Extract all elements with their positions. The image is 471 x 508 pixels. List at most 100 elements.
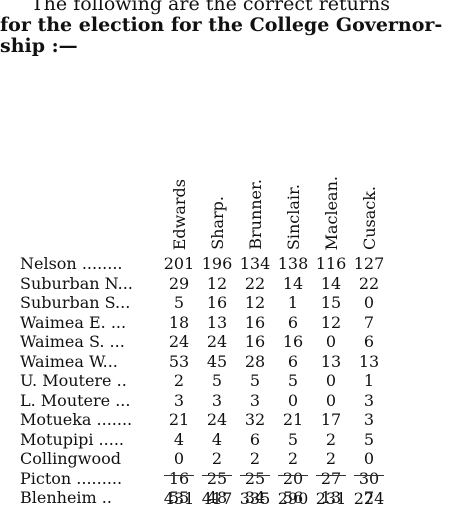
vote-count: 32 <box>244 410 266 429</box>
vote-count: 17 <box>320 410 342 429</box>
place-name: Collingwood <box>20 449 121 468</box>
vote-count: 201 <box>163 254 195 273</box>
place-name: Suburban N... <box>20 273 133 293</box>
vote-count: 0 <box>363 449 375 468</box>
vote-count: 134 <box>239 254 271 273</box>
vote-count: 14 <box>320 273 342 293</box>
vote-count: 53 <box>168 351 190 371</box>
vote-count: 29 <box>168 273 190 293</box>
place-name: Motueka ....... <box>20 410 133 429</box>
vote-count: 22 <box>244 273 266 293</box>
vote-count: 2 <box>287 449 299 468</box>
vote-count: 3 <box>363 410 375 429</box>
place-name: Waimea W... <box>20 351 118 371</box>
vote-count: 16 <box>168 468 190 488</box>
vote-count: 24 <box>206 332 228 351</box>
vote-count: 12 <box>206 273 228 293</box>
header-corner <box>20 84 160 254</box>
vote-count: 3 <box>363 390 375 410</box>
vote-count: 18 <box>168 312 190 332</box>
vote-count: 116 <box>315 254 347 273</box>
total-count: 231 <box>315 489 347 508</box>
table-row: Waimea W... 53 45 28 6 13 13 <box>20 352 388 372</box>
vote-count: 48 <box>206 488 228 507</box>
total-count: 224 <box>353 489 385 508</box>
vote-count: 5 <box>287 371 299 390</box>
candidate-header-row: Edwards Sharp. Brunner. Sinclair. Maclea… <box>20 84 388 254</box>
vote-count: 4 <box>173 429 185 449</box>
totals-row: 431 417 335 290 231 224 <box>160 489 388 508</box>
intro-paragraph: The following are the correct returns fo… <box>0 0 471 57</box>
vote-count: 13 <box>320 488 342 507</box>
table-row: U. Moutere .. 2 5 5 5 0 1 <box>20 371 388 391</box>
vote-count: 16 <box>244 332 266 351</box>
total-count: 431 <box>163 489 195 508</box>
table-row: Suburban N... 29 12 22 14 14 22 <box>20 274 388 294</box>
table-row: Waimea E. ... 18 13 16 6 12 7 <box>20 313 388 333</box>
table-row: Suburban S... 5 16 12 1 15 0 <box>20 293 388 313</box>
vote-count: 196 <box>201 254 233 273</box>
vote-count: 7 <box>363 312 375 332</box>
place-name: U. Moutere .. <box>20 371 127 390</box>
total-rule <box>316 475 346 476</box>
vote-count: 2 <box>211 449 223 468</box>
table-row: Collingwood 0 2 2 2 2 0 <box>20 449 388 469</box>
vote-count: 5 <box>249 371 261 390</box>
vote-count: 22 <box>358 273 380 293</box>
vote-count: 0 <box>287 390 299 410</box>
vote-count: 3 <box>249 390 261 410</box>
vote-count: 7 <box>363 488 375 507</box>
vote-count: 2 <box>325 449 337 468</box>
candidate-header: Maclean. <box>321 175 341 250</box>
vote-count: 6 <box>363 332 375 351</box>
vote-count: 12 <box>244 293 266 312</box>
election-returns-table: Edwards Sharp. Brunner. Sinclair. Maclea… <box>20 84 388 508</box>
vote-count: 30 <box>358 468 380 488</box>
vote-count: 55 <box>168 488 190 507</box>
vote-count: 13 <box>320 351 342 371</box>
total-rule <box>278 475 308 476</box>
total-count: 335 <box>239 489 271 508</box>
vote-count: 21 <box>168 410 190 429</box>
vote-count: 15 <box>320 293 342 312</box>
total-count: 417 <box>201 489 233 508</box>
candidate-header: Brunner. <box>245 179 265 250</box>
vote-count: 1 <box>287 293 299 312</box>
candidate-header: Sinclair. <box>283 183 303 250</box>
vote-count: 13 <box>206 312 228 332</box>
table-row: Blenheim .. 55 48 34 56 13 7 <box>20 488 388 508</box>
vote-count: 25 <box>244 468 266 488</box>
vote-count: 5 <box>211 371 223 390</box>
place-name: Picton ......... <box>20 468 123 488</box>
vote-count: 56 <box>282 488 304 507</box>
total-rule <box>354 475 384 476</box>
vote-count: 1 <box>363 371 375 390</box>
vote-count: 5 <box>363 429 375 449</box>
place-name: Motupipi ..... <box>20 429 124 449</box>
vote-count: 13 <box>358 351 380 371</box>
intro-line-3: ship :— <box>0 35 78 57</box>
vote-count: 45 <box>206 351 228 371</box>
vote-count: 2 <box>173 371 185 390</box>
vote-count: 0 <box>325 390 337 410</box>
candidate-header: Cusack. <box>359 185 379 250</box>
vote-count: 6 <box>249 429 261 449</box>
vote-count: 5 <box>287 429 299 449</box>
vote-count: 27 <box>320 468 342 488</box>
total-count: 290 <box>277 489 309 508</box>
total-rule <box>202 475 232 476</box>
vote-count: 2 <box>325 429 337 449</box>
intro-line-1: The following are the correct returns <box>31 0 390 15</box>
vote-count: 0 <box>325 332 337 351</box>
vote-count: 21 <box>282 410 304 429</box>
vote-count: 24 <box>206 410 228 429</box>
vote-count: 2 <box>249 449 261 468</box>
vote-count: 16 <box>206 293 228 312</box>
place-name: Blenheim .. <box>20 488 112 507</box>
vote-count: 0 <box>325 371 337 390</box>
vote-count: 4 <box>211 429 223 449</box>
vote-count: 25 <box>206 468 228 488</box>
place-name: Waimea E. ... <box>20 312 127 332</box>
place-name: Nelson ........ <box>20 254 123 273</box>
total-rule <box>240 475 270 476</box>
